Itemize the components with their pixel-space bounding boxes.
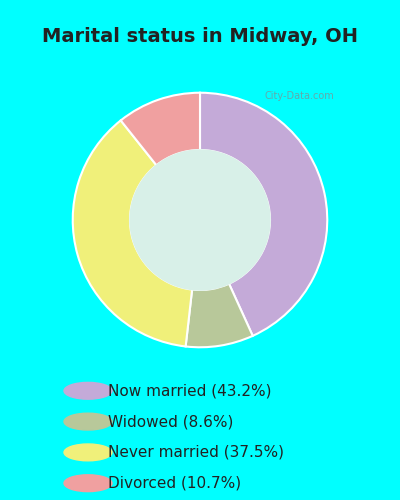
Wedge shape (186, 284, 253, 348)
Wedge shape (200, 92, 327, 336)
Text: Marital status in Midway, OH: Marital status in Midway, OH (42, 26, 358, 46)
Text: Divorced (10.7%): Divorced (10.7%) (108, 476, 241, 490)
Text: Widowed (8.6%): Widowed (8.6%) (108, 414, 233, 429)
Text: City-Data.com: City-Data.com (265, 91, 334, 101)
Circle shape (64, 382, 112, 399)
Circle shape (64, 413, 112, 430)
Wedge shape (73, 120, 192, 346)
Wedge shape (121, 92, 200, 165)
Circle shape (64, 444, 112, 461)
Text: Now married (43.2%): Now married (43.2%) (108, 384, 272, 398)
Circle shape (64, 475, 112, 492)
Circle shape (130, 150, 270, 290)
Text: Never married (37.5%): Never married (37.5%) (108, 445, 284, 460)
